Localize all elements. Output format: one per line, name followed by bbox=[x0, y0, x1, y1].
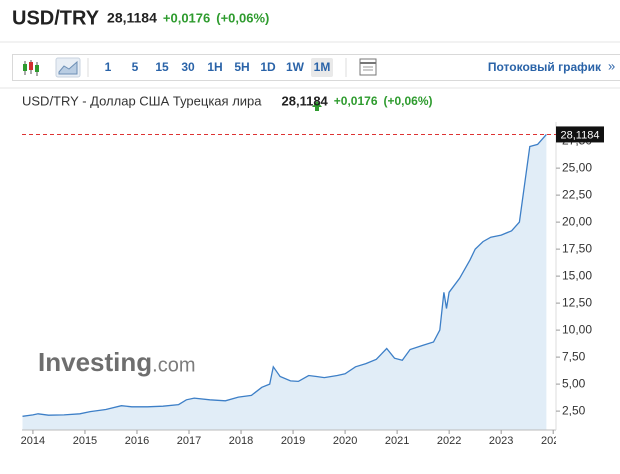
chart-title: USD/TRY - Доллар США Турецкая лира bbox=[22, 93, 262, 108]
x-tick-label: 2021 bbox=[385, 435, 409, 447]
interval-button[interactable]: 1M bbox=[314, 60, 331, 74]
x-tick-label: 2022 bbox=[437, 435, 461, 447]
title-change-pct: (+0,06%) bbox=[384, 94, 433, 108]
candle-icon[interactable] bbox=[23, 60, 39, 76]
x-tick-label: 2016 bbox=[125, 435, 149, 447]
y-tick-label: 15,00 bbox=[562, 268, 592, 282]
interval-button[interactable]: 30 bbox=[181, 60, 195, 74]
x-tick-label: 2015 bbox=[73, 435, 97, 447]
x-tick-label: 2014 bbox=[21, 435, 45, 447]
x-tick-label: 2017 bbox=[177, 435, 201, 447]
y-tick-label: 20,00 bbox=[562, 214, 592, 228]
area-fill bbox=[22, 134, 547, 430]
interval-button[interactable]: 1H bbox=[207, 60, 222, 74]
interval-button[interactable]: 1 bbox=[105, 60, 112, 74]
price: 28,1184 bbox=[107, 10, 157, 26]
y-tick-label: 5,00 bbox=[562, 376, 586, 390]
x-tick-label: 2018 bbox=[229, 435, 253, 447]
stream-link[interactable]: Потоковый график bbox=[488, 60, 602, 74]
change: +0,0176 bbox=[163, 10, 210, 25]
interval-button[interactable]: 15 bbox=[155, 60, 169, 74]
interval-button[interactable]: 1D bbox=[260, 60, 276, 74]
area-icon[interactable] bbox=[55, 57, 81, 78]
title-price: 28,1184 bbox=[282, 93, 329, 108]
x-tick-label: 2020 bbox=[333, 435, 357, 447]
title-change: +0,0176 bbox=[334, 94, 378, 108]
last-price-box bbox=[556, 126, 604, 143]
y-tick-label: 17,50 bbox=[562, 241, 592, 255]
y-tick-label: 22,50 bbox=[562, 187, 592, 201]
watermark: Investing bbox=[38, 347, 152, 377]
y-tick-label: 10,00 bbox=[562, 322, 592, 336]
y-tick-label: 12,50 bbox=[562, 295, 592, 309]
y-tick-label: 2,50 bbox=[562, 403, 586, 417]
x-tick-label: 2024 bbox=[541, 435, 565, 447]
more-link[interactable]: » bbox=[608, 58, 615, 73]
y-tick-label: 7,50 bbox=[562, 349, 586, 363]
price-line bbox=[22, 133, 547, 417]
last-price-label: 28,1184 bbox=[561, 129, 600, 141]
change-pct: (+0,06%) bbox=[216, 10, 269, 25]
interval-button[interactable]: 5H bbox=[234, 60, 249, 74]
calendar-icon[interactable] bbox=[359, 58, 377, 76]
interval-button[interactable]: 1W bbox=[286, 60, 305, 74]
y-tick-label: 25,00 bbox=[562, 160, 592, 174]
x-tick-label: 2023 bbox=[489, 435, 513, 447]
interval-button[interactable]: 5 bbox=[132, 60, 139, 74]
active-interval-bg bbox=[311, 58, 333, 77]
x-tick-label: 2019 bbox=[281, 435, 305, 447]
symbol: USD/TRY bbox=[12, 7, 100, 29]
watermark: .com bbox=[152, 354, 195, 376]
up-arrow bbox=[312, 101, 322, 111]
x-axis-labels: 2014 2015 2016 2017 2018 2019 2020 2021 2022 2023… bbox=[21, 430, 565, 447]
